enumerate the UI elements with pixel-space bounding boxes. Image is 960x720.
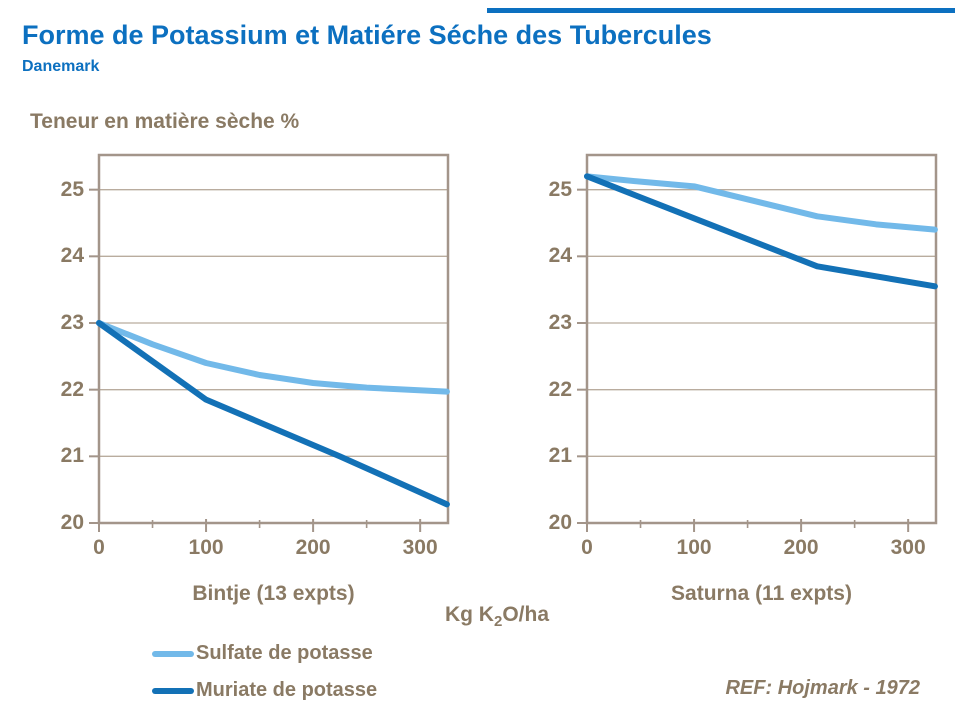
plot-border bbox=[585, 153, 938, 525]
x-tick-label: 300 bbox=[402, 536, 438, 559]
chart-title: Saturna (11 expts) bbox=[671, 582, 852, 605]
legend-item-sulfate: Sulfate de potasse bbox=[152, 641, 432, 666]
plot-area bbox=[89, 153, 450, 532]
x-tick-label: 0 bbox=[581, 536, 593, 559]
x-tick-label: 200 bbox=[783, 536, 819, 559]
y-tick-label: 23 bbox=[548, 311, 572, 334]
x-tick-label: 100 bbox=[676, 536, 712, 559]
x-axis-title-pre: Kg K bbox=[444, 603, 494, 626]
page-title: Forme de Potassium et Matiére Séche des … bbox=[22, 20, 712, 50]
x-tick-label: 100 bbox=[188, 536, 224, 559]
plot-border bbox=[97, 153, 450, 525]
series-line-muriate-de-potasse bbox=[584, 173, 938, 290]
y-tick-label: 23 bbox=[60, 311, 84, 334]
legend: Sulfate de potasse Muriate de potasse bbox=[152, 641, 432, 715]
x-tick-label: 300 bbox=[890, 536, 926, 559]
top-accent-bar bbox=[487, 8, 955, 13]
chart-bintje: 25 24 23 22 21 20 0 100 200 300 Bintje (13 expts) bbox=[61, 148, 458, 628]
y-tick-label: 25 bbox=[548, 177, 572, 201]
y-axis-title: Teneur en matière sèche % bbox=[30, 110, 300, 133]
x-axis-title-post: O/ha bbox=[502, 603, 550, 626]
plot-area bbox=[577, 153, 938, 532]
legend-label-sulfate: Sulfate de potasse bbox=[196, 642, 373, 664]
chart-saturna: 25 24 23 22 21 20 0 100 200 300 Saturna (11 expts) bbox=[549, 148, 946, 628]
y-tick-label: 22 bbox=[548, 377, 572, 401]
page-subtitle: Danemark bbox=[22, 58, 100, 75]
y-tick-label: 21 bbox=[548, 444, 572, 468]
series-line-sulfate-de-potasse bbox=[584, 173, 938, 233]
y-tick-label: 21 bbox=[60, 444, 84, 468]
y-tick-label: 20 bbox=[548, 511, 572, 534]
y-tick-label: 24 bbox=[548, 244, 572, 268]
y-tick-label: 22 bbox=[60, 377, 84, 401]
x-tick-label: 200 bbox=[295, 536, 331, 559]
x-axis-title: Kg K2O/ha bbox=[412, 603, 582, 630]
legend-label-muriate: Muriate de potasse bbox=[196, 679, 378, 701]
x-tick-label: 0 bbox=[93, 536, 105, 559]
chart-title: Bintje (13 expts) bbox=[192, 582, 355, 605]
y-tick-label: 20 bbox=[60, 511, 84, 534]
muriate-line-swatch bbox=[152, 687, 194, 694]
x-axis-title-subscript: 2 bbox=[493, 613, 503, 630]
legend-item-muriate: Muriate de potasse bbox=[152, 678, 432, 703]
series-line-sulfate-de-potasse bbox=[96, 320, 450, 395]
reference-citation: REF: Hojmark - 1972 bbox=[725, 677, 920, 699]
sulfate-line-swatch bbox=[152, 650, 194, 657]
y-tick-label: 25 bbox=[60, 177, 84, 201]
series-line-muriate-de-potasse bbox=[96, 320, 450, 508]
y-tick-label: 24 bbox=[60, 244, 84, 268]
